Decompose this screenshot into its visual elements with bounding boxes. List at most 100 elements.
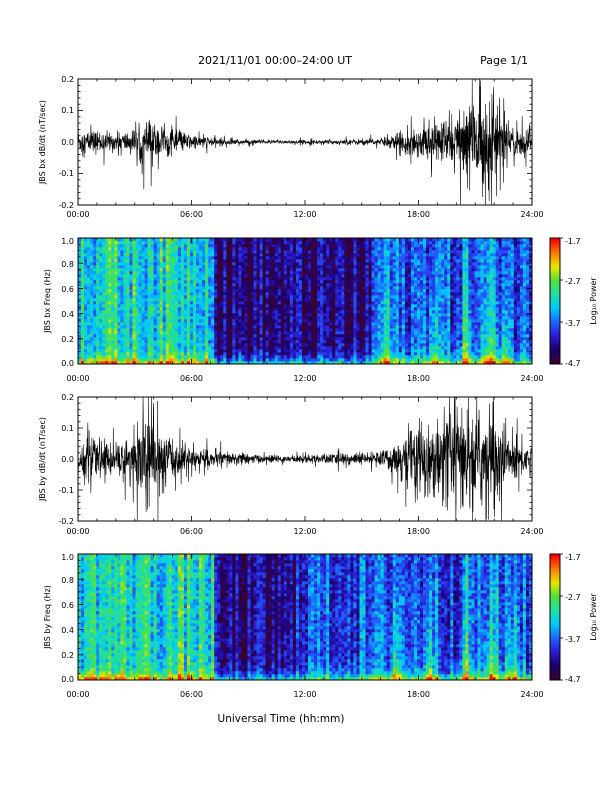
spectrogram-cell	[247, 361, 251, 365]
spectrogram-cell	[423, 271, 427, 275]
spectrogram-cell	[120, 292, 124, 296]
spectrogram-cell	[338, 361, 342, 365]
spectrogram-cell	[84, 322, 88, 326]
spectrogram-cell	[99, 343, 103, 347]
spectrogram-cell	[338, 244, 342, 248]
spectrogram-cell	[129, 280, 133, 284]
spectrogram-cell	[117, 313, 121, 317]
spectrogram-cell	[135, 280, 139, 284]
spectrogram-cell	[147, 286, 151, 290]
spectrogram-cell	[253, 343, 257, 347]
spectrogram-cell	[111, 310, 115, 314]
spectrogram-cell	[380, 334, 384, 338]
spectrogram-cell	[338, 328, 342, 332]
spectrogram-cell	[271, 244, 276, 248]
spectrogram-cell	[292, 307, 297, 311]
spectrogram-cell	[420, 247, 424, 251]
spectrogram-cell	[196, 247, 200, 251]
spectrogram-cell	[135, 244, 139, 248]
spectrogram-cell	[356, 328, 360, 332]
spectrogram-cell	[81, 301, 85, 305]
spectrogram-cell	[323, 337, 327, 341]
spectrogram-cell	[259, 355, 263, 359]
spectrogram-cell	[250, 343, 254, 347]
spectrogram-cell	[377, 295, 381, 299]
spectrogram-cell	[341, 355, 345, 359]
spectrogram-cell	[171, 331, 176, 335]
spectrogram-cell	[162, 286, 167, 290]
spectrogram-cell	[362, 250, 366, 254]
spectrogram-cell	[420, 331, 424, 335]
spectrogram-cell	[262, 310, 266, 314]
spectrogram-cell	[208, 250, 212, 254]
spectrogram-cell	[153, 247, 157, 251]
spectrogram-cell	[217, 286, 221, 290]
spectrogram-cell	[253, 253, 257, 257]
spectrogram-cell	[359, 310, 363, 314]
spectrogram-cell	[362, 316, 366, 320]
spectrogram-cell	[193, 238, 197, 242]
spectrogram-cell	[90, 340, 94, 344]
spectrogram-cell	[147, 307, 151, 311]
spectrogram-cell	[87, 292, 91, 296]
spectrogram-cell	[108, 349, 112, 353]
spectrogram-cell	[165, 271, 170, 275]
spectrogram-cell	[429, 355, 433, 359]
spectrogram-cell	[368, 355, 372, 359]
spectrogram-cell	[165, 343, 170, 347]
spectrogram-cell	[99, 295, 103, 299]
spectrogram-cell	[250, 247, 254, 251]
spectrogram-cell	[150, 262, 154, 266]
spectrogram-cell	[135, 325, 139, 329]
spectrogram-cell	[183, 358, 188, 362]
spectrogram-cell	[102, 277, 106, 281]
spectrogram-cell	[308, 340, 312, 344]
spectrogram-cell	[81, 346, 85, 350]
spectrogram-cell	[350, 265, 354, 269]
spectrogram-cell	[177, 316, 182, 320]
spectrogram-cell	[205, 238, 209, 242]
spectrogram-cell	[365, 256, 369, 260]
spectrogram-cell	[286, 274, 291, 278]
spectrogram-cell	[250, 319, 254, 323]
spectrogram-cell	[350, 325, 354, 329]
spectrogram-cell	[129, 325, 133, 329]
spectrogram-cell	[386, 349, 391, 353]
bx-dbdt-xtick-label: 00:00	[66, 210, 89, 219]
spectrogram-cell	[189, 259, 194, 263]
spectrogram-cell	[141, 265, 145, 269]
spectrogram-cell	[247, 325, 251, 329]
spectrogram-cell	[196, 358, 200, 362]
spectrogram-cell	[105, 280, 109, 284]
spectrogram-cell	[365, 337, 369, 341]
spectrogram-cell	[186, 292, 191, 296]
spectrogram-cell	[259, 250, 263, 254]
spectrogram-cell	[416, 289, 421, 293]
spectrogram-cell	[159, 259, 164, 263]
spectrogram-cell	[135, 316, 139, 320]
spectrogram-cell	[347, 241, 351, 245]
spectrogram-cell	[202, 259, 206, 263]
spectrogram-cell	[250, 271, 254, 275]
spectrogram-cell	[168, 301, 173, 305]
spectrogram-cell	[401, 340, 406, 344]
spectrogram-cell	[90, 355, 94, 359]
spectrogram-cell	[317, 304, 321, 308]
spectrogram-cell	[262, 337, 266, 341]
spectrogram-cell	[429, 352, 433, 356]
spectrogram-cell	[308, 307, 312, 311]
spectrogram-cell	[241, 283, 245, 287]
spectrogram-cell	[114, 271, 118, 275]
spectrogram-cell	[96, 310, 100, 314]
spectrogram-cell	[380, 256, 384, 260]
spectrogram-cell	[183, 313, 188, 317]
spectrogram-cell	[81, 280, 85, 284]
spectrogram-cell	[353, 352, 357, 356]
spectrogram-cell	[268, 241, 273, 245]
spectrogram-cell	[426, 247, 430, 251]
spectrogram-cell	[356, 238, 360, 242]
spectrogram-cell	[410, 238, 415, 242]
spectrogram-cell	[208, 247, 212, 251]
spectrogram-cell	[108, 253, 112, 257]
spectrogram-cell	[335, 361, 339, 365]
